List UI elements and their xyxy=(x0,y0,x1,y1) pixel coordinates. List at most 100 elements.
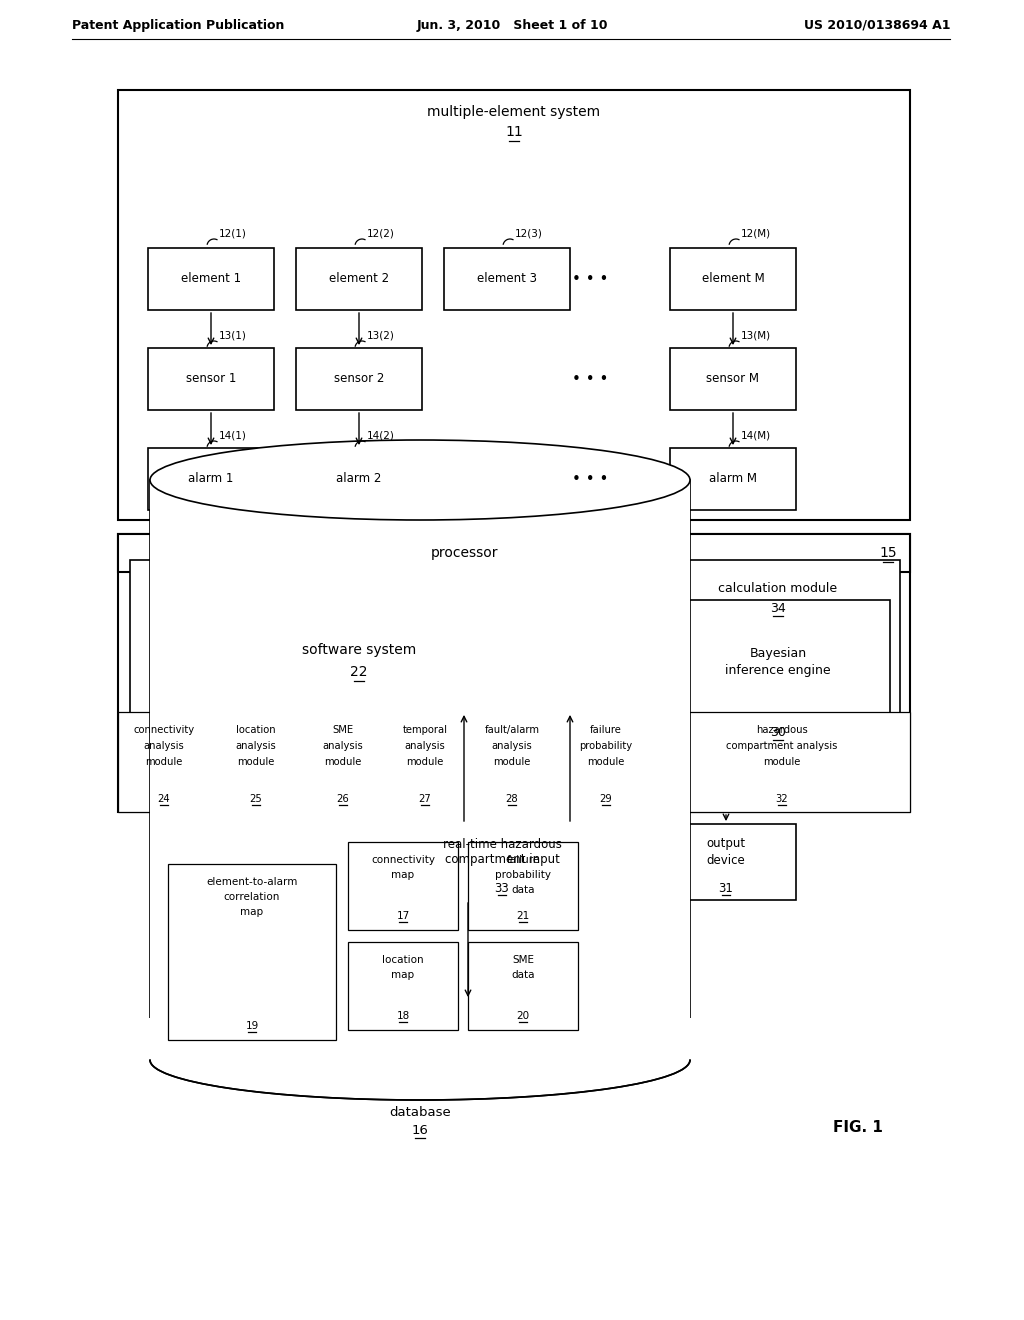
Bar xyxy=(670,348,796,411)
Text: • • •: • • • xyxy=(571,371,608,387)
Text: 20: 20 xyxy=(516,1011,529,1020)
Text: 19: 19 xyxy=(246,1020,259,1031)
Text: connectivity: connectivity xyxy=(371,855,435,865)
Text: module: module xyxy=(325,756,361,767)
Text: module: module xyxy=(407,756,443,767)
Text: SME: SME xyxy=(512,954,534,965)
Bar xyxy=(654,711,910,812)
Text: failure: failure xyxy=(590,725,622,735)
Text: Bayesian
inference engine: Bayesian inference engine xyxy=(725,647,830,677)
Text: analysis: analysis xyxy=(492,741,532,751)
Text: compartment analysis: compartment analysis xyxy=(726,741,838,751)
Bar xyxy=(558,711,654,812)
Bar xyxy=(390,824,614,900)
Text: map: map xyxy=(391,870,415,880)
Text: temporal: temporal xyxy=(402,725,447,735)
Bar xyxy=(468,842,578,931)
Text: 31: 31 xyxy=(719,882,733,895)
Text: probability: probability xyxy=(495,870,551,880)
Bar xyxy=(348,842,458,931)
Bar xyxy=(666,601,890,748)
Text: data: data xyxy=(511,970,535,979)
Bar xyxy=(656,824,796,900)
Text: Patent Application Publication: Patent Application Publication xyxy=(72,18,285,32)
Text: 22: 22 xyxy=(350,665,368,678)
Text: 13(2): 13(2) xyxy=(367,330,395,341)
Text: 32: 32 xyxy=(776,795,788,804)
Bar xyxy=(468,942,578,1030)
Text: location: location xyxy=(237,725,275,735)
Text: analysis: analysis xyxy=(323,741,364,751)
Bar xyxy=(444,248,570,310)
Text: element 3: element 3 xyxy=(477,272,537,285)
Text: 29: 29 xyxy=(600,795,612,804)
Bar xyxy=(148,447,274,510)
Text: location: location xyxy=(382,954,424,965)
Text: analysis: analysis xyxy=(236,741,276,751)
Text: processor: processor xyxy=(430,546,498,560)
Text: 15: 15 xyxy=(880,546,897,560)
Text: sensor 2: sensor 2 xyxy=(334,372,384,385)
Bar xyxy=(148,248,274,310)
Text: 33: 33 xyxy=(495,882,509,895)
Text: 13(1): 13(1) xyxy=(219,330,247,341)
Text: 21: 21 xyxy=(516,911,529,921)
Bar xyxy=(148,1018,692,1060)
Text: 24: 24 xyxy=(158,795,170,804)
Bar xyxy=(656,560,900,760)
Text: 28: 28 xyxy=(506,795,518,804)
Text: fault/alarm: fault/alarm xyxy=(484,725,540,735)
Bar xyxy=(118,535,910,812)
Bar xyxy=(296,348,422,411)
Text: element-to-alarm: element-to-alarm xyxy=(206,876,298,887)
Text: sensor 1: sensor 1 xyxy=(185,372,237,385)
Text: 25: 25 xyxy=(250,795,262,804)
Text: hazardous: hazardous xyxy=(756,725,808,735)
Text: 14(2): 14(2) xyxy=(367,430,395,440)
Bar xyxy=(670,248,796,310)
Text: calculation module: calculation module xyxy=(719,582,838,594)
Text: Jun. 3, 2010   Sheet 1 of 10: Jun. 3, 2010 Sheet 1 of 10 xyxy=(416,18,608,32)
Text: 12(3): 12(3) xyxy=(515,228,543,238)
Bar xyxy=(670,447,796,510)
Text: 13(M): 13(M) xyxy=(741,330,771,341)
Text: 30: 30 xyxy=(770,726,786,738)
Text: 14(1): 14(1) xyxy=(219,430,247,440)
Text: module: module xyxy=(588,756,625,767)
Text: output
device: output device xyxy=(707,837,745,866)
Text: analysis: analysis xyxy=(404,741,445,751)
Text: 14(M): 14(M) xyxy=(741,430,771,440)
Text: 34: 34 xyxy=(770,602,785,615)
Text: correlation: correlation xyxy=(224,892,281,902)
Text: element M: element M xyxy=(701,272,764,285)
Text: 16: 16 xyxy=(412,1123,428,1137)
Text: • • •: • • • xyxy=(571,272,608,286)
Text: probability: probability xyxy=(580,741,633,751)
Text: database: database xyxy=(389,1106,451,1118)
Text: alarm 2: alarm 2 xyxy=(336,473,382,486)
Text: 12(M): 12(M) xyxy=(741,228,771,238)
Text: real-time hazardous
compartment input: real-time hazardous compartment input xyxy=(442,837,561,866)
Text: 17: 17 xyxy=(396,911,410,921)
Text: • • •: • • • xyxy=(571,471,608,487)
Bar xyxy=(296,248,422,310)
Ellipse shape xyxy=(150,440,690,520)
Bar xyxy=(168,865,336,1040)
Text: module: module xyxy=(238,756,274,767)
Text: 12(2): 12(2) xyxy=(367,228,395,238)
Text: element 2: element 2 xyxy=(329,272,389,285)
Bar xyxy=(296,447,422,510)
Text: element 1: element 1 xyxy=(181,272,241,285)
Bar xyxy=(130,560,648,760)
Text: failure: failure xyxy=(507,855,540,865)
Text: module: module xyxy=(145,756,182,767)
Bar xyxy=(302,711,384,812)
Bar xyxy=(150,480,690,1060)
Text: FIG. 1: FIG. 1 xyxy=(834,1121,883,1135)
Text: alarm 1: alarm 1 xyxy=(188,473,233,486)
Text: sensor M: sensor M xyxy=(707,372,760,385)
Text: 11: 11 xyxy=(505,125,523,139)
Text: 18: 18 xyxy=(396,1011,410,1020)
Bar xyxy=(118,90,910,520)
Text: map: map xyxy=(241,907,263,917)
